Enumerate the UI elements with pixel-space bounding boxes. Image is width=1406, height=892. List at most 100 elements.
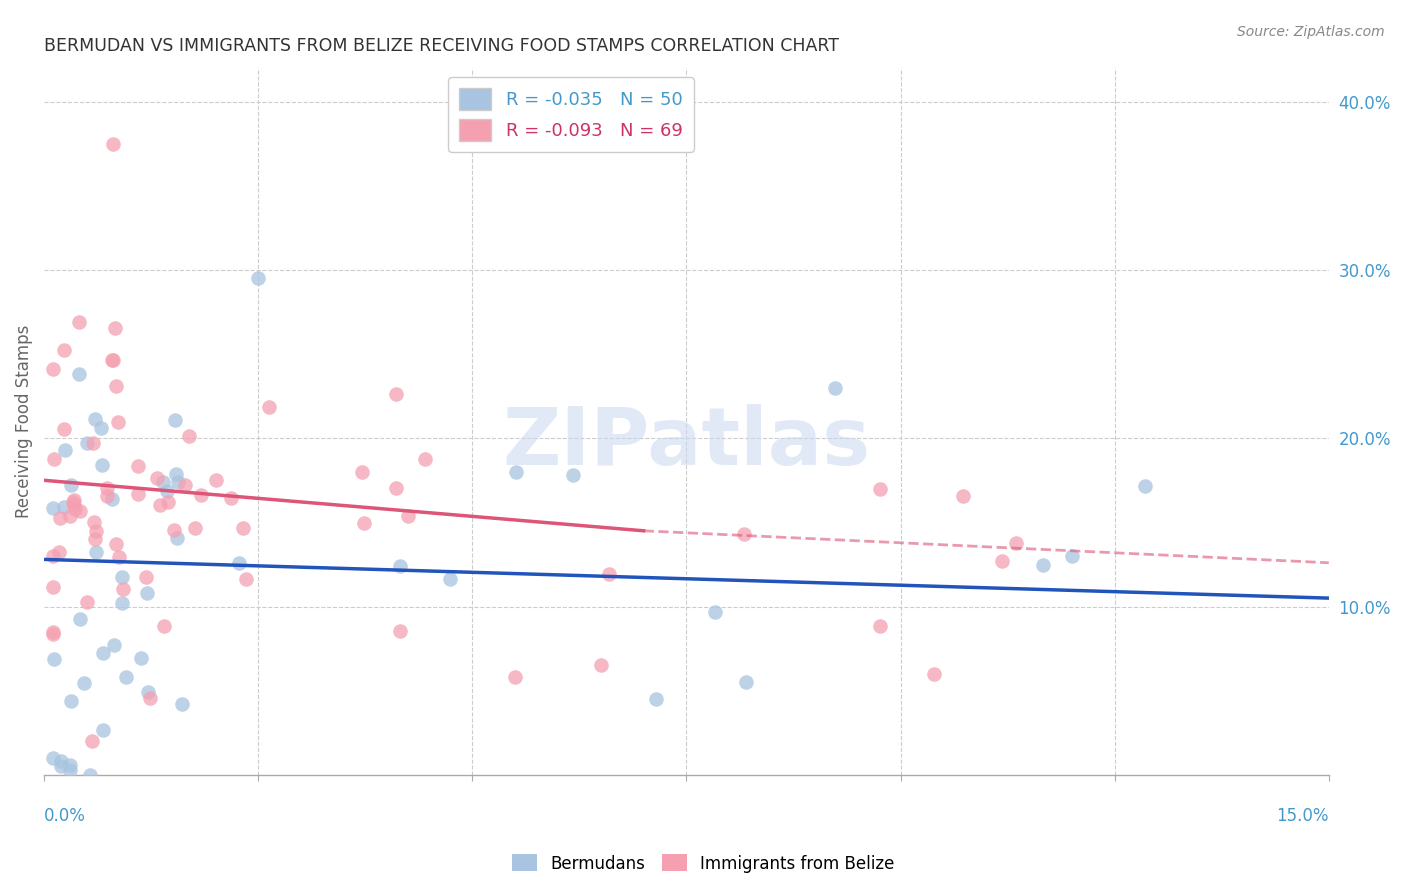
Point bbox=[991, 554, 1014, 568]
Point bbox=[174, 478, 197, 492]
Point bbox=[733, 527, 755, 541]
Point bbox=[257, 401, 280, 415]
Point bbox=[107, 415, 129, 429]
Text: 15.0%: 15.0% bbox=[1277, 806, 1329, 825]
Point bbox=[505, 465, 527, 479]
Point bbox=[1005, 536, 1028, 550]
Text: Source: ZipAtlas.com: Source: ZipAtlas.com bbox=[1237, 25, 1385, 39]
Point bbox=[105, 536, 128, 550]
Point bbox=[129, 651, 152, 665]
Point bbox=[415, 451, 437, 466]
Point bbox=[735, 674, 758, 689]
Point bbox=[101, 352, 124, 367]
Point bbox=[100, 491, 122, 506]
Point bbox=[65, 502, 87, 516]
Point bbox=[503, 670, 526, 684]
Point bbox=[67, 315, 90, 329]
Point bbox=[73, 676, 96, 690]
Point bbox=[52, 422, 75, 436]
Point bbox=[111, 596, 134, 610]
Point bbox=[52, 500, 75, 514]
Point bbox=[51, 759, 73, 773]
Point bbox=[389, 559, 412, 574]
Point bbox=[59, 478, 82, 492]
Point bbox=[84, 533, 107, 547]
Point bbox=[108, 549, 131, 564]
Point bbox=[101, 352, 124, 367]
Point bbox=[1032, 558, 1054, 572]
Point bbox=[232, 521, 254, 535]
Point bbox=[111, 570, 134, 584]
Point bbox=[228, 556, 250, 570]
Point bbox=[352, 465, 374, 479]
Point bbox=[439, 572, 461, 586]
Point bbox=[59, 508, 82, 523]
Point bbox=[384, 386, 406, 401]
Point bbox=[82, 435, 104, 450]
Point bbox=[127, 487, 149, 501]
Point bbox=[135, 569, 157, 583]
Point bbox=[589, 658, 612, 673]
Point bbox=[41, 549, 63, 564]
Point bbox=[41, 361, 63, 376]
Y-axis label: Receiving Food Stamps: Receiving Food Stamps bbox=[15, 325, 32, 518]
Point bbox=[91, 723, 114, 737]
Point bbox=[221, 491, 243, 505]
Point bbox=[115, 670, 138, 684]
Point bbox=[80, 734, 103, 748]
Point bbox=[145, 470, 167, 484]
Point bbox=[165, 467, 187, 481]
Point bbox=[41, 500, 63, 515]
Point bbox=[62, 492, 84, 507]
Point bbox=[67, 367, 90, 381]
Point bbox=[51, 755, 73, 769]
Text: 0.0%: 0.0% bbox=[44, 806, 86, 825]
Point bbox=[645, 691, 668, 706]
Text: BERMUDAN VS IMMIGRANTS FROM BELIZE RECEIVING FOOD STAMPS CORRELATION CHART: BERMUDAN VS IMMIGRANTS FROM BELIZE RECEI… bbox=[44, 37, 839, 55]
Point bbox=[44, 451, 66, 466]
Point bbox=[111, 582, 134, 596]
Point bbox=[93, 646, 115, 660]
Point bbox=[1060, 549, 1083, 563]
Point bbox=[163, 523, 186, 537]
Point bbox=[167, 475, 190, 490]
Point bbox=[149, 498, 172, 512]
Point bbox=[152, 475, 174, 490]
Point bbox=[53, 343, 76, 357]
Point bbox=[190, 488, 212, 502]
Point bbox=[135, 586, 157, 600]
Point bbox=[63, 498, 86, 512]
Point bbox=[598, 566, 620, 581]
Point bbox=[156, 483, 179, 498]
Point bbox=[69, 504, 91, 518]
Point bbox=[235, 572, 257, 586]
Point bbox=[353, 516, 375, 531]
Point bbox=[59, 757, 82, 772]
Point bbox=[96, 481, 118, 495]
Point bbox=[166, 531, 188, 545]
Point bbox=[86, 524, 108, 538]
Point bbox=[389, 624, 412, 638]
Point bbox=[163, 413, 186, 427]
Point bbox=[184, 521, 207, 535]
Point bbox=[561, 467, 583, 482]
Legend: R = -0.035   N = 50, R = -0.093   N = 69: R = -0.035 N = 50, R = -0.093 N = 69 bbox=[449, 77, 693, 152]
Point bbox=[41, 751, 63, 765]
Point bbox=[703, 605, 725, 619]
Text: ZIPatlas: ZIPatlas bbox=[502, 403, 870, 482]
Point bbox=[96, 489, 118, 503]
Point bbox=[91, 458, 114, 472]
Point bbox=[76, 595, 98, 609]
Point bbox=[396, 509, 419, 524]
Point bbox=[922, 666, 945, 681]
Point bbox=[69, 612, 91, 626]
Point bbox=[385, 481, 408, 495]
Point bbox=[139, 690, 162, 705]
Point bbox=[205, 473, 228, 487]
Point bbox=[170, 697, 193, 711]
Point bbox=[104, 378, 127, 392]
Point bbox=[103, 638, 125, 652]
Point bbox=[53, 443, 76, 458]
Point bbox=[869, 482, 891, 496]
Point bbox=[41, 580, 63, 594]
